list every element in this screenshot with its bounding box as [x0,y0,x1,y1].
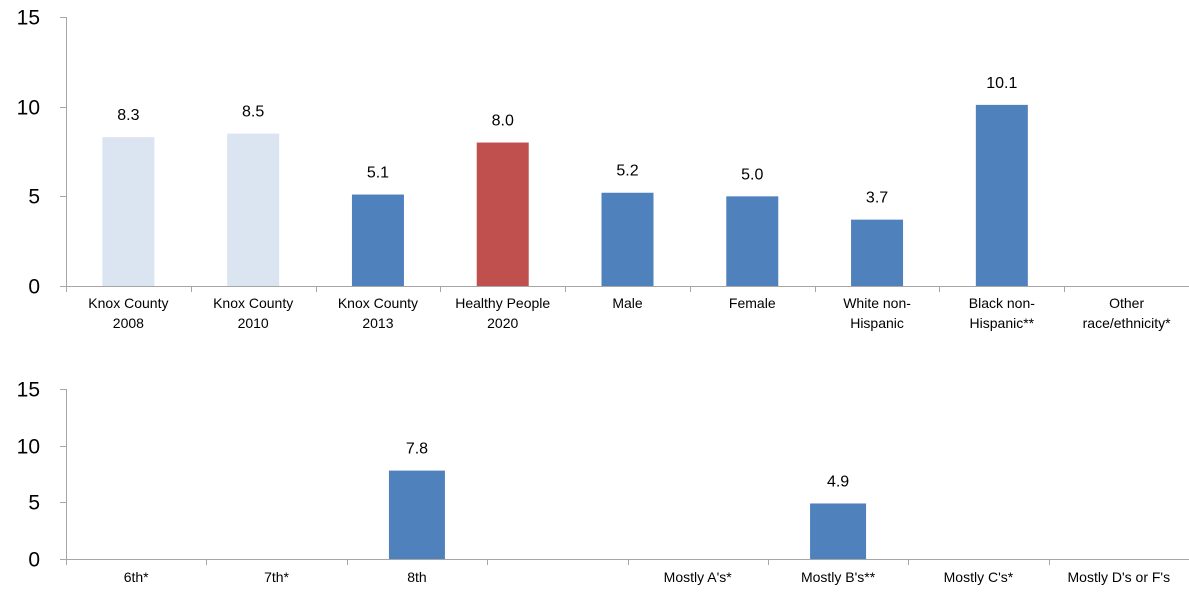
y-tick-label: 5 [28,492,40,515]
data-label: 5.1 [367,165,389,182]
category-label: Hispanic [850,315,904,331]
bar [476,142,529,286]
y-tick-label: 15 [17,7,40,30]
data-label: 10.1 [986,75,1017,92]
category-label: 2008 [113,315,144,331]
chart-overall-demographics: 0 5 10 15 8.3 Knox County 2008 8.5 Knox County 20… [17,7,1189,331]
category-label: 6th* [124,569,149,585]
bar [388,470,445,559]
data-label: 8.3 [117,107,139,124]
bar [351,194,404,286]
category-label: Mostly D's or F's [1068,569,1171,585]
category-label: Mostly A's* [664,569,733,585]
category-label: Hispanic** [970,315,1035,331]
category-label: race/ethnicity* [1083,315,1171,331]
category-label: 7th* [264,569,289,585]
category-label: Knox County [213,295,293,311]
category-label: 8th [407,569,426,585]
category-label: Healthy People [455,295,550,311]
y-tick-label: 5 [28,186,40,209]
y-tick-label: 10 [17,97,40,120]
category-label: Mostly C's* [944,569,1014,585]
data-label: 7.8 [406,441,428,458]
bar [102,137,155,286]
category-label: Knox County [88,295,168,311]
y-tick-label: 0 [28,276,40,299]
data-label: 5.0 [741,166,763,183]
bar [601,192,654,286]
data-label: 5.2 [616,163,638,180]
chart-grade-and-grades: 0 5 10 15 6th* 7th* 7.8 8th Mostly A's* 4.9 Mostly… [17,379,1189,585]
y-tick-label: 0 [28,549,40,572]
data-label: 8.5 [242,104,264,121]
category-label: White non- [843,295,911,311]
category-label: Male [612,295,643,311]
category-label: Black non- [969,295,1035,311]
data-label: 8.0 [492,113,514,130]
bar [810,503,867,559]
bar [975,104,1028,286]
y-tick-label: 15 [17,379,40,402]
category-label: 2020 [487,315,518,331]
data-label: 4.9 [827,473,849,490]
category-label: Female [729,295,776,311]
bar [851,219,904,286]
category-label: 2013 [362,315,393,331]
category-label: Mostly B's** [801,569,876,585]
bar [227,133,280,286]
category-label: 2010 [238,315,269,331]
data-label: 3.7 [866,190,888,207]
y-tick-label: 10 [17,436,40,459]
category-label: Knox County [338,295,418,311]
category-label: Other [1109,295,1144,311]
bar [726,196,779,286]
